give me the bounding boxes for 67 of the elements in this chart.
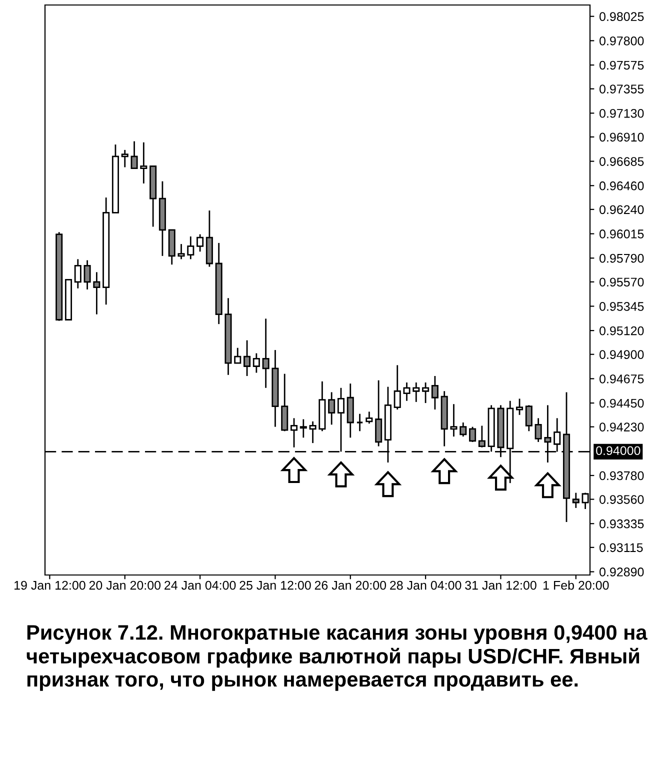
y-tick-label: 0.93560 <box>600 495 644 504</box>
ref-line-label: 0.94000 <box>596 446 640 456</box>
candlestick <box>74 258 82 290</box>
y-tick-label: 0.95345 <box>600 302 644 311</box>
candlestick <box>431 375 438 410</box>
candlestick <box>309 420 316 444</box>
candlestick <box>356 413 364 432</box>
x-tick-label: 31 Jan 12:00 <box>465 580 536 590</box>
y-tick-label: 0.97355 <box>600 84 644 94</box>
candlestick <box>450 403 458 438</box>
candlestick <box>121 149 128 168</box>
candlestick <box>469 426 476 443</box>
candlestick <box>478 425 486 448</box>
candlestick <box>281 373 288 432</box>
x-tick-label: 28 Jan 04:00 <box>390 580 462 590</box>
y-tick-label: 0.94900 <box>600 350 644 360</box>
x-tick-label: 24 Jan 04:00 <box>164 580 236 590</box>
x-tick-label: 19 Jan 12:00 <box>14 580 86 590</box>
text: Рисунок 7.12. Многократные касания зоны уровня 0,9400 на четырехчасовом графике валютной пары USD/CHF. Явный признак того, что рынок намеревается продавить ее. <box>26 625 648 691</box>
candlestick <box>516 398 524 416</box>
y-tick-label: 0.97130 <box>600 108 644 118</box>
x-tick-label: 1 Feb 20:00 <box>544 580 609 590</box>
x-tick-label: 20 Jan 20:00 <box>89 580 161 590</box>
candlestick <box>196 234 204 252</box>
y-tick-label: 0.96015 <box>600 230 644 238</box>
candlestick <box>412 382 420 403</box>
candlestick <box>140 142 148 184</box>
y-tick-label: 0.96910 <box>600 132 644 142</box>
candlestick <box>290 417 298 448</box>
y-tick-label: 0.95790 <box>600 254 644 263</box>
y-tick-label: 0.96685 <box>600 157 644 166</box>
candlestick <box>93 271 100 316</box>
y-tick-label: 0.94230 <box>600 422 644 432</box>
y-tick-label: 0.93115 <box>600 543 643 552</box>
x-tick-label: 25 Jan 12:00 <box>240 580 311 590</box>
candlestick <box>178 243 185 260</box>
y-tick-label: 0.95570 <box>600 278 644 287</box>
candlestick <box>366 410 373 424</box>
candlestick <box>572 492 580 509</box>
candlestick <box>130 140 138 170</box>
candlestick <box>422 382 430 404</box>
candlestick <box>328 392 336 426</box>
candlestick <box>403 382 410 402</box>
y-tick-label: 0.95120 <box>600 326 644 336</box>
candlestick <box>252 352 260 374</box>
y-tick-label: 0.97575 <box>600 60 644 70</box>
candlestick <box>187 236 194 260</box>
y-tick-label: 0.94450 <box>600 398 644 408</box>
candlestick <box>262 318 270 389</box>
y-tick-label: 0.94675 <box>600 374 644 384</box>
y-tick-label: 0.97800 <box>600 36 644 46</box>
candlestick <box>84 260 91 290</box>
candlestick <box>525 404 532 432</box>
y-tick-label: 0.96460 <box>600 181 644 190</box>
candlestick <box>394 364 401 410</box>
y-tick-label: 0.93780 <box>600 471 644 480</box>
candlestick <box>300 418 307 438</box>
candlestick <box>460 422 467 438</box>
x-tick-label: 26 Jan 20:00 <box>314 580 386 590</box>
y-tick-label: 0.96240 <box>600 205 644 214</box>
candlestick <box>375 380 382 447</box>
y-tick-label: 0.98025 <box>600 12 644 22</box>
candlestick <box>244 340 251 377</box>
y-tick-label: 0.93335 <box>600 519 644 528</box>
y-tick-label: 0.92890 <box>600 568 644 576</box>
candlestick <box>234 347 242 364</box>
candlestick <box>534 417 542 443</box>
